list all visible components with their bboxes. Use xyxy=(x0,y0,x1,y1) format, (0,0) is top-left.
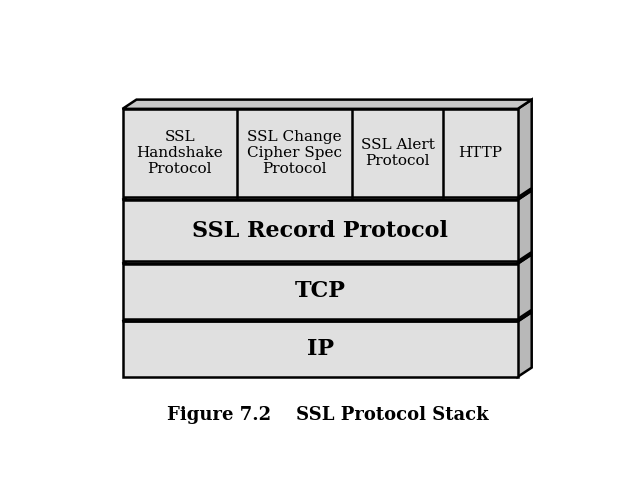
Polygon shape xyxy=(518,312,532,377)
Polygon shape xyxy=(123,312,532,321)
Bar xyxy=(123,109,518,197)
Text: SSL
Handshake
Protocol: SSL Handshake Protocol xyxy=(137,130,223,176)
Polygon shape xyxy=(518,254,532,319)
Polygon shape xyxy=(518,191,532,261)
Polygon shape xyxy=(123,191,532,200)
Polygon shape xyxy=(123,99,532,109)
Text: IP: IP xyxy=(307,338,334,360)
Bar xyxy=(123,200,518,261)
Bar xyxy=(123,321,518,377)
Bar xyxy=(123,264,518,319)
Text: Figure 7.2    SSL Protocol Stack: Figure 7.2 SSL Protocol Stack xyxy=(167,406,488,423)
Polygon shape xyxy=(123,254,532,264)
Text: SSL Record Protocol: SSL Record Protocol xyxy=(192,220,448,242)
Text: HTTP: HTTP xyxy=(459,146,502,160)
Text: SSL Change
Cipher Spec
Protocol: SSL Change Cipher Spec Protocol xyxy=(247,130,342,176)
Text: SSL Alert
Protocol: SSL Alert Protocol xyxy=(360,138,435,168)
Text: TCP: TCP xyxy=(295,280,346,302)
Polygon shape xyxy=(518,99,532,197)
